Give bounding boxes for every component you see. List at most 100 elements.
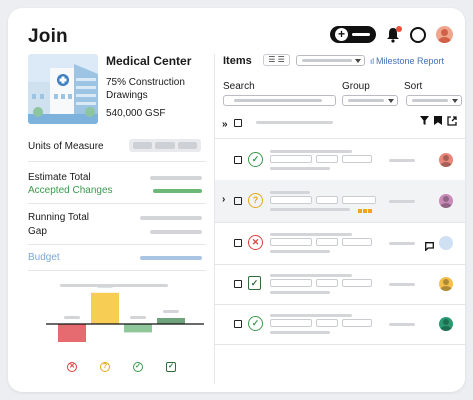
item-title-placeholder [270, 191, 310, 194]
item-field-placeholder [270, 279, 312, 287]
row-checkbox[interactable] [234, 239, 242, 247]
running-total-label: Running Total [28, 212, 89, 223]
question-circle-icon: ? [248, 193, 263, 208]
divider [215, 222, 465, 223]
divider [215, 138, 465, 139]
assignee-avatar[interactable] [439, 194, 453, 208]
item-field-placeholder [342, 238, 372, 246]
clipboard-check-icon: ✓ [166, 362, 176, 372]
item-field-placeholder [316, 155, 338, 163]
items-view-select[interactable] [296, 55, 365, 66]
item-field-placeholder [342, 155, 372, 163]
project-phase: 75% Construction Drawings [106, 77, 185, 101]
accepted-changes-label: Accepted Changes [28, 185, 113, 196]
filter-icon[interactable] [420, 116, 429, 128]
panel-divider [214, 54, 215, 384]
priority-indicator [358, 209, 372, 213]
item-meta-placeholder [270, 250, 330, 253]
search-input[interactable] [223, 95, 336, 106]
notification-dot [396, 25, 402, 32]
chart-bar-label-placeholder [64, 316, 80, 319]
divider [215, 304, 465, 305]
accepted-changes-value-placeholder [153, 189, 202, 193]
list-view-icon[interactable]: ☰ ☰ [263, 54, 290, 66]
row-checkbox[interactable] [234, 280, 242, 288]
item-cost-placeholder [389, 159, 415, 162]
milestone-report-link[interactable]: ıl Milestone Report [370, 56, 444, 66]
add-bar-placeholder [352, 33, 370, 36]
units-toggle[interactable] [129, 139, 201, 152]
chart-bar-label-placeholder [97, 284, 113, 288]
item-field-placeholder [270, 196, 312, 204]
app-logo: Join [28, 26, 68, 47]
item-cost-placeholder [389, 200, 415, 203]
assignee-avatar[interactable] [439, 236, 453, 250]
units-option[interactable] [177, 142, 197, 149]
question-circle-icon: ? [100, 362, 110, 372]
item-field-placeholder [270, 319, 312, 327]
divider [28, 244, 206, 245]
items-title: Items [223, 55, 252, 67]
units-of-measure-label: Units of Measure [28, 141, 104, 152]
notifications-bell-icon[interactable] [386, 25, 402, 43]
expand-row-icon[interactable]: › [222, 194, 226, 205]
item-field-placeholder [316, 319, 338, 327]
budget-value-placeholder [140, 256, 202, 260]
item-title-placeholder [270, 314, 352, 317]
assignee-avatar[interactable] [439, 317, 453, 331]
item-meta-placeholder [270, 167, 330, 170]
assignee-avatar[interactable] [439, 153, 453, 167]
chart-bar-implemented[interactable] [157, 318, 185, 324]
gap-value-placeholder [150, 230, 202, 234]
divider [28, 203, 206, 204]
sort-select[interactable] [406, 95, 462, 106]
divider [28, 161, 206, 162]
select-all-checkbox[interactable] [234, 119, 242, 127]
check-circle-icon: ✓ [133, 362, 143, 372]
user-avatar[interactable] [436, 26, 453, 43]
chart-bar-rejected[interactable] [58, 324, 86, 342]
divider [215, 264, 465, 265]
changes-bar-chart [46, 284, 204, 342]
item-field-placeholder [342, 319, 372, 327]
help-icon[interactable] [410, 26, 426, 43]
app-card: Join + [8, 8, 465, 392]
chart-bar-accepted[interactable] [124, 324, 152, 333]
units-option[interactable] [155, 142, 175, 149]
milestone-report-label: Milestone Report [376, 56, 445, 66]
row-checkbox[interactable] [234, 320, 242, 328]
item-meta-placeholder [270, 291, 330, 294]
search-label: Search [223, 81, 255, 92]
item-field-placeholder [316, 238, 338, 246]
item-field-placeholder [316, 279, 338, 287]
plus-icon: + [335, 28, 348, 41]
item-title-placeholder [270, 274, 352, 277]
row-checkbox[interactable] [234, 156, 242, 164]
bookmark-icon[interactable] [434, 116, 442, 128]
item-field-placeholder [342, 279, 372, 287]
chart-bar-pending[interactable] [91, 292, 119, 324]
assignee-avatar[interactable] [439, 277, 453, 291]
chart-bar-label-placeholder [130, 316, 146, 319]
group-select[interactable] [342, 95, 398, 106]
item-cost-placeholder [389, 283, 415, 286]
bar-chart-icon: ıl [370, 57, 374, 66]
group-label: Group [342, 81, 370, 92]
x-circle-icon: ✕ [248, 235, 263, 250]
units-option[interactable] [133, 142, 153, 149]
gap-label: Gap [28, 226, 47, 237]
check-circle-icon: ✓ [248, 152, 263, 167]
chart-bar-label-placeholder [163, 310, 179, 313]
item-field-placeholder [270, 238, 312, 246]
check-circle-icon: ✓ [248, 316, 263, 331]
collapse-all-icon[interactable]: » [222, 119, 228, 130]
project-area: 540,000 GSF [106, 108, 166, 119]
project-name: Medical Center [106, 54, 192, 68]
top-actions: + [330, 25, 453, 43]
share-icon[interactable] [447, 116, 457, 129]
row-checkbox[interactable] [234, 197, 242, 205]
x-circle-icon: ✕ [67, 362, 77, 372]
comment-icon[interactable] [425, 238, 434, 256]
add-button[interactable]: + [330, 26, 376, 43]
column-header-placeholder [256, 121, 333, 124]
